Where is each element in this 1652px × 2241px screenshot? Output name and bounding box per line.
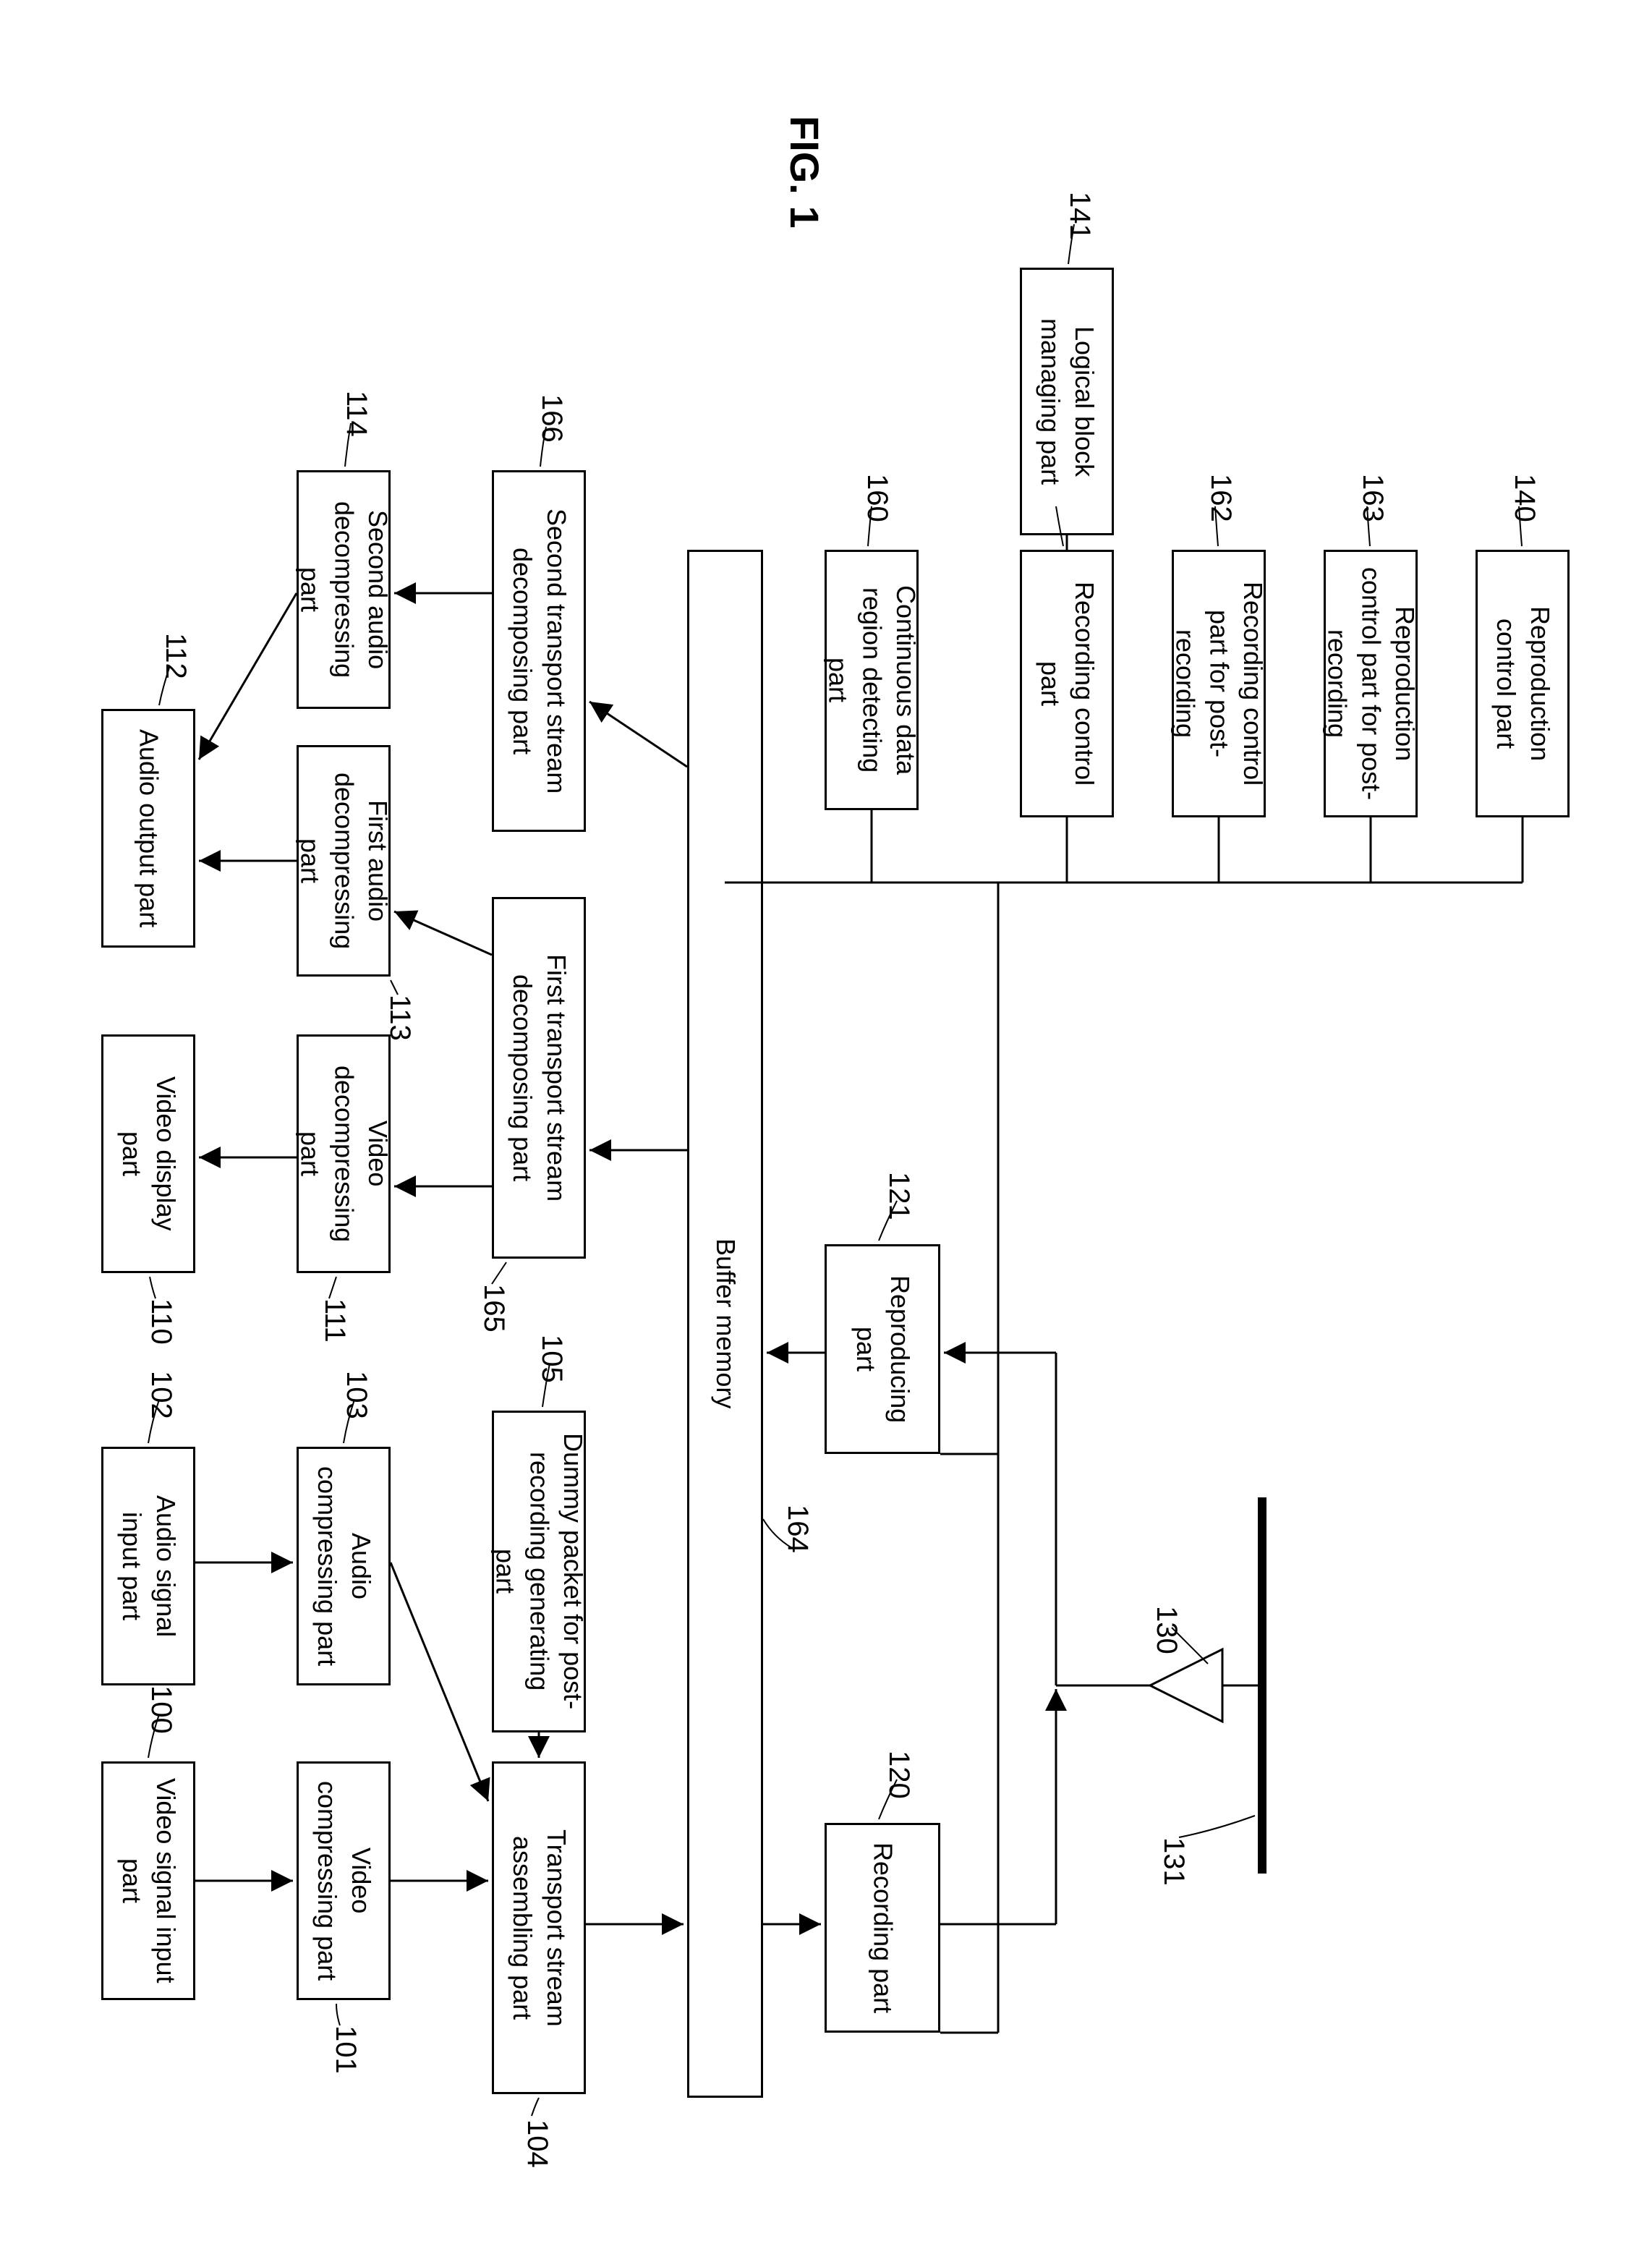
block-label: First transport stream decomposing part [505,914,573,1242]
ref-120: 120 [882,1751,915,1799]
ref-101: 101 [329,2025,362,2074]
recording-part: Recording part [825,1823,940,2033]
reproduction-control-post: Reproduction control part for post-recor… [1324,550,1418,817]
video-decompressing: Video decompressing part [297,1034,391,1273]
block-label: Buffer memory [708,1238,742,1408]
recording-control: Recording control part [1020,550,1114,817]
reproduction-control: Reproduction control part [1476,550,1570,817]
ref-160: 160 [861,474,893,522]
block-label: Second transport stream decomposing part [505,487,573,815]
block-label: Reproducing part [848,1261,916,1437]
ref-140: 140 [1508,474,1541,522]
first-transport-decomposing: First transport stream decomposing part [492,897,586,1259]
second-audio-decompressing: Second audio decompressing part [297,470,391,709]
ref-164: 164 [781,1505,814,1553]
block-label: Reproduction control part [1489,566,1557,801]
block-label: Dummy packet for post-recording generati… [488,1427,589,1716]
video-display: Video display part [101,1034,195,1273]
ref-103: 103 [340,1371,372,1419]
second-transport-decomposing: Second transport stream decomposing part [492,470,586,832]
video-signal-input: Video signal input part [101,1761,195,2000]
first-audio-decompressing: First audio decompressing part [297,745,391,977]
ref-141: 141 [1063,192,1096,240]
ref-131: 131 [1157,1837,1190,1886]
block-label: Continuous data region detecting part [821,566,922,794]
block-label: Audio compressing part [310,1463,378,1669]
block-label: Reproduction control part for post-recor… [1320,566,1421,801]
ref-102: 102 [145,1371,177,1419]
ref-105: 105 [535,1335,568,1383]
ref-165: 165 [477,1284,510,1332]
block-label: Recording part [866,1842,900,2013]
ref-121: 121 [882,1172,915,1220]
transport-stream-assembling: Transport stream assembling part [492,1761,586,2094]
block-label: Audio output part [132,729,166,927]
block-label: Second audio decompressing part [293,487,394,692]
dummy-packet-generating: Dummy packet for post-recording generati… [492,1411,586,1732]
block-label: First audio decompressing part [293,762,394,960]
continuous-data-region-detecting: Continuous data region detecting part [825,550,919,810]
block-diagram: Video signal input part 100 Video compre… [29,29,1620,2199]
audio-output: Audio output part [101,709,195,948]
block-label: Recording control part for post-recordin… [1168,566,1269,801]
recording-control-post: Recording control part for post-recordin… [1172,550,1266,817]
ref-111: 111 [318,1298,351,1343]
ref-112: 112 [159,633,192,679]
block-label: Video decompressing part [293,1051,394,1256]
ref-104: 104 [521,2119,553,2168]
block-label: Video signal input part [114,1778,182,1983]
block-label: Recording control part [1033,566,1101,801]
logical-block-managing: Logical block managing part [1020,268,1114,535]
ref-130: 130 [1150,1606,1183,1654]
ref-163: 163 [1356,474,1389,522]
block-label: Logical block managing part [1033,284,1101,519]
buffer-memory: Buffer memory [687,550,763,2098]
ref-114: 114 [340,391,372,437]
ref-100: 100 [145,1685,177,1734]
audio-signal-input: Audio signal input part [101,1447,195,1685]
ref-113: 113 [383,995,416,1041]
video-compressing: Video compressing part [297,1761,391,2000]
block-label: Audio signal input part [114,1463,182,1669]
audio-compressing: Audio compressing part [297,1447,391,1685]
ref-162: 162 [1204,474,1237,522]
ref-166: 166 [535,394,568,443]
reproducing-part: Reproducing part [825,1244,940,1454]
block-label: Video display part [114,1051,182,1256]
ref-110: 110 [145,1298,177,1345]
block-label: Transport stream assembling part [505,1778,573,2078]
block-label: Video compressing part [310,1778,378,1983]
figure-label: FIG. 1 [781,116,828,229]
